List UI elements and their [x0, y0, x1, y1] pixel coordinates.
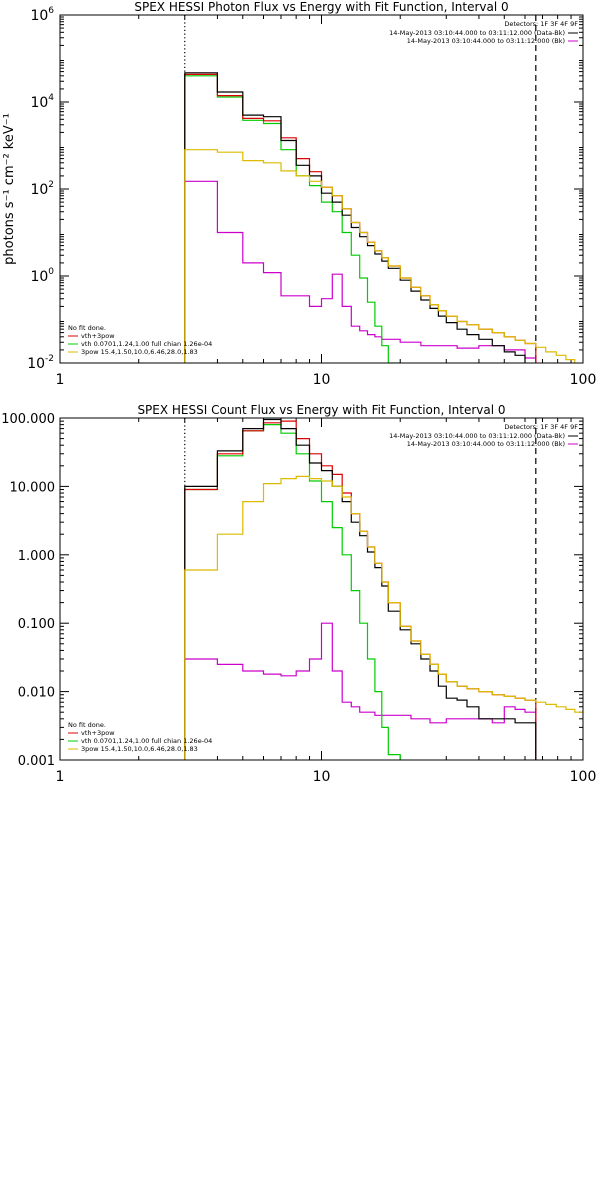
x-tick-label: 1	[56, 372, 65, 388]
x-tick-label: 100	[570, 372, 597, 388]
minor-ticks	[60, 15, 583, 363]
series-bk-line	[184, 180, 537, 363]
x-tick-label: 100	[570, 769, 597, 785]
y-tick-label: 10-2	[27, 354, 54, 372]
series-vth-line	[184, 424, 422, 760]
detectors-text: Detectors: 1F 3F 4F 9F	[504, 423, 578, 431]
y-tick-label: 106	[30, 6, 54, 24]
legend-entry: vth 0.0701,1.24,1.00 full chian 1.26e-04	[81, 737, 212, 745]
y-axis-label: photons s⁻¹ cm⁻² keV⁻¹	[2, 113, 17, 265]
y-tick-label: 104	[30, 93, 54, 111]
chart-title: SPEX HESSI Count Flux vs Energy with Fit…	[137, 403, 505, 417]
x-tick-label: 10	[313, 769, 331, 785]
detectors-text: Detectors: 1F 3F 4F 9F	[504, 20, 578, 28]
count-flux-plot: SPEX HESSI Count Flux vs Energy with Fit…	[1, 403, 596, 785]
interval-text: 14-May-2013 03:10:44.000 to 03:11:12.000…	[407, 37, 565, 45]
plot-frame	[59, 14, 584, 364]
series-bk-line	[184, 622, 537, 760]
legend-entry: 3pow 15.4,1.50,10.0,6.46,28.0,1.83	[81, 745, 198, 753]
x-tick-label: 10	[313, 372, 331, 388]
plot-frame	[59, 417, 584, 761]
y-tick-label: 102	[30, 180, 54, 198]
y-tick-label: 10.000	[10, 480, 56, 495]
interval-text: 14-May-2013 03:10:44.000 to 03:11:12.000…	[389, 432, 565, 440]
legend-entry: 3pow 15.4,1.50,10.0,6.46,28.0,1.83	[81, 348, 198, 356]
y-tick-label: 1.000	[18, 549, 55, 564]
legend-entry: vth 0.0701,1.24,1.00 full chian 1.26e-04	[81, 340, 212, 348]
legend-header: No fit done.	[68, 721, 106, 729]
interval-text: 14-May-2013 03:10:44.000 to 03:11:12.000…	[389, 29, 565, 37]
y-tick-label: 100	[30, 267, 54, 285]
y-tick-label: 0.010	[18, 686, 55, 701]
series-vth-3pow-line	[184, 73, 537, 363]
y-tick-label: 100.000	[1, 412, 55, 427]
photon-flux-plot: SPEX HESSI Photon Flux vs Energy with Fi…	[2, 0, 596, 388]
legend-entry: vth+3pow	[81, 332, 115, 340]
series-3pow-line	[184, 475, 583, 760]
series-data-bk-line	[184, 72, 537, 363]
y-tick-label: 0.100	[18, 617, 55, 632]
legend-header: No fit done.	[68, 324, 106, 332]
y-tick-label: 0.001	[18, 754, 55, 769]
chart-title: SPEX HESSI Photon Flux vs Energy with Fi…	[134, 0, 508, 14]
series-3pow-line	[184, 149, 576, 363]
x-tick-label: 1	[56, 769, 65, 785]
interval-text: 14-May-2013 03:10:44.000 to 03:11:12.000…	[407, 440, 565, 448]
legend-entry: vth+3pow	[81, 729, 115, 737]
